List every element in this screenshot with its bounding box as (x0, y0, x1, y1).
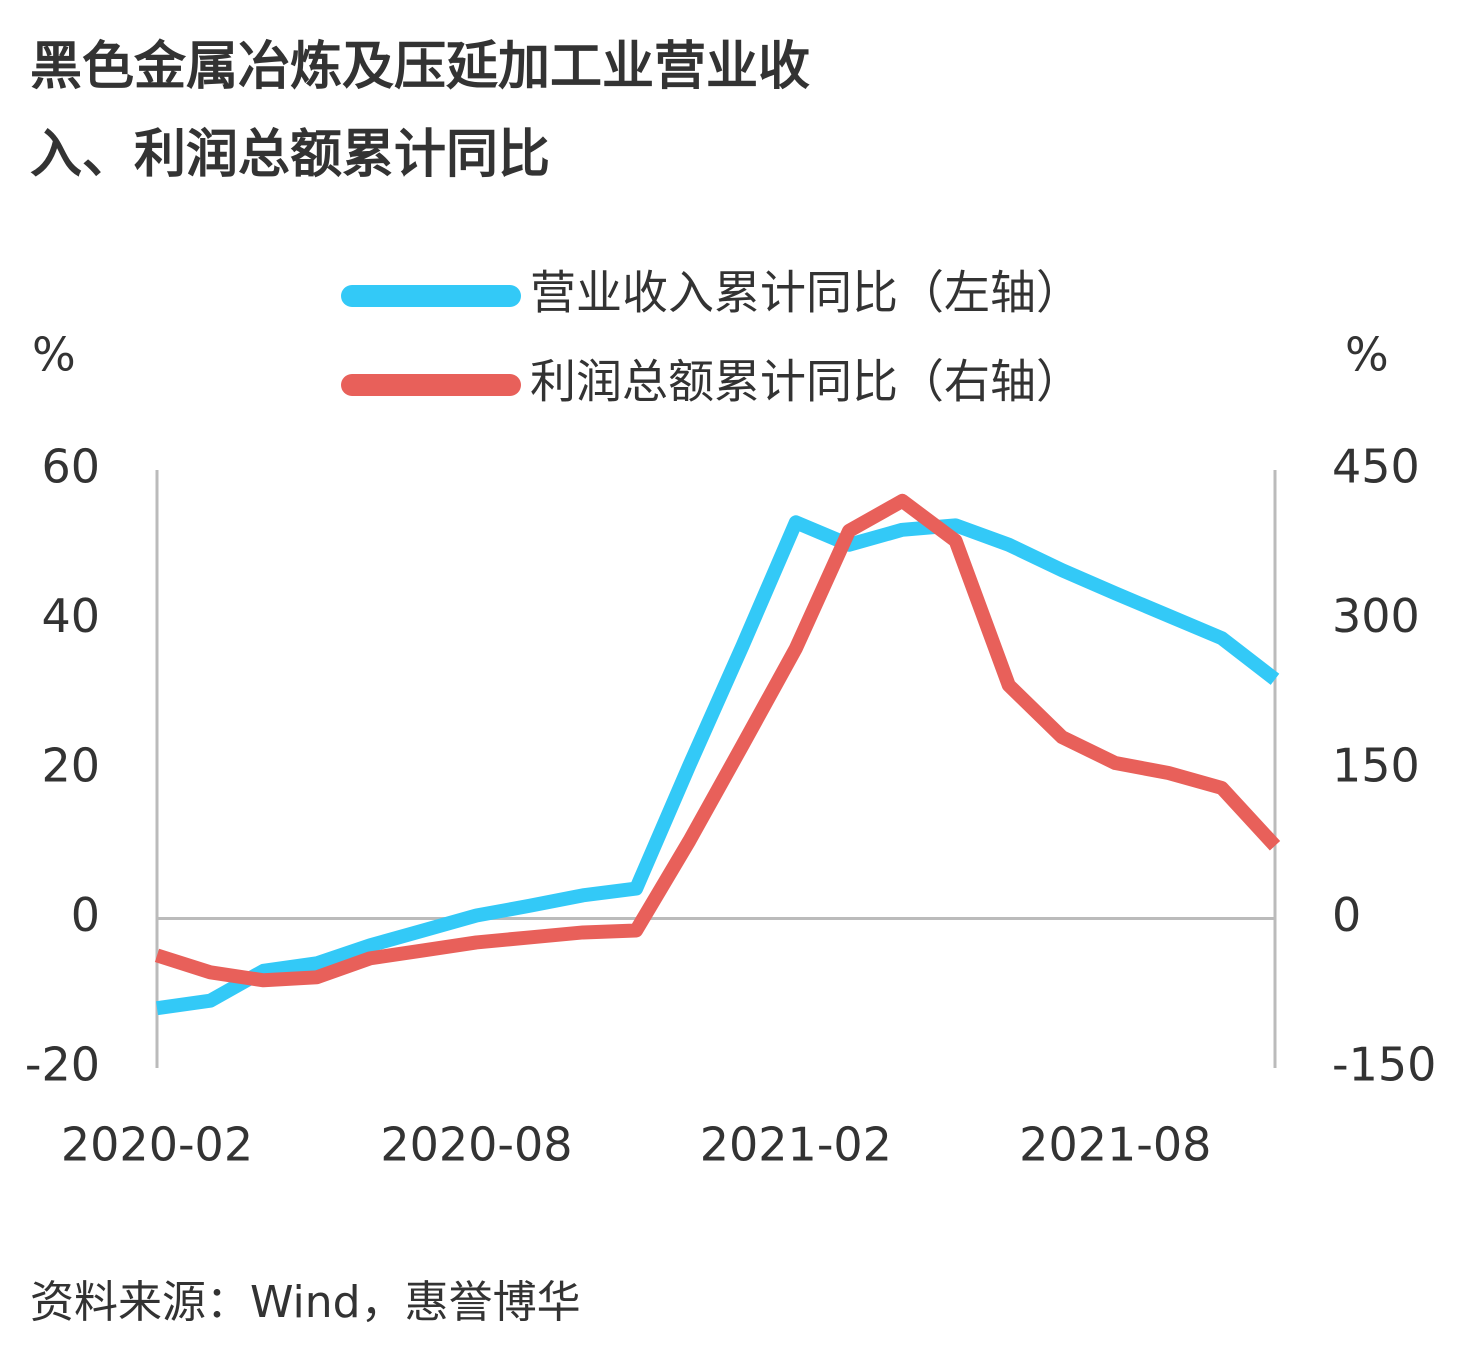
y-tick-label: 40 (41, 589, 100, 643)
y-tick-label: -20 (25, 1038, 100, 1092)
y2-tick-label: -150 (1332, 1038, 1436, 1092)
x-tick-label: 2021-02 (700, 1118, 892, 1172)
y-tick-label: 20 (41, 739, 100, 793)
chart-title: 黑色金属冶炼及压延加工业营业收 (30, 37, 810, 97)
y2-tick-label: 0 (1332, 888, 1361, 942)
y-tick-label: 60 (41, 440, 100, 494)
y2-tick-label: 150 (1332, 739, 1420, 793)
source: 资料来源：Wind，惠誉博华 (30, 1277, 581, 1328)
series-line (154, 493, 1281, 988)
series-line (156, 515, 1280, 1016)
y2-tick-label: 300 (1332, 589, 1420, 643)
x-tick-label: 2021-08 (1019, 1118, 1211, 1172)
y-tick-label: 0 (71, 888, 100, 942)
chart-title: 入、利润总额累计同比 (30, 125, 550, 185)
y2-axis-label: % (1345, 328, 1389, 382)
legend-label: 营业收入累计同比（左轴） (530, 266, 1082, 320)
x-tick-label: 2020-08 (380, 1118, 572, 1172)
y2-tick-label: 450 (1332, 440, 1420, 494)
legend-label: 利润总额累计同比（右轴） (530, 355, 1082, 409)
x-tick-label: 2020-02 (61, 1118, 253, 1172)
y-axis-label: % (32, 328, 76, 382)
